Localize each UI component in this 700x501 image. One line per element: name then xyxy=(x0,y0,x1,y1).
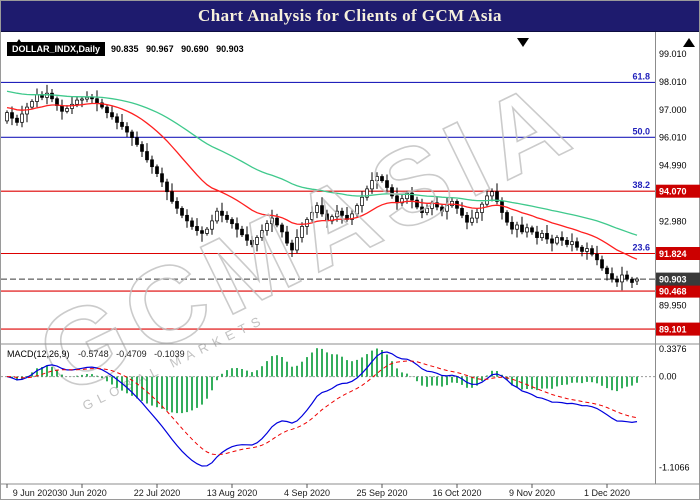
price-badge: 91.824 xyxy=(656,247,700,260)
svg-text:89.950: 89.950 xyxy=(659,301,687,311)
fib-label: 50.0 xyxy=(632,126,650,136)
price-badge: 94.070 xyxy=(656,184,700,198)
ma-fast-red xyxy=(6,102,638,260)
candles-layer xyxy=(5,84,639,291)
svg-text:22 Jul 2020: 22 Jul 2020 xyxy=(134,488,181,498)
svg-text:97.000: 97.000 xyxy=(659,105,687,115)
macd-values: -0.5748 -0.4709 -0.1039 xyxy=(78,349,185,359)
price-badge: 89.101 xyxy=(656,322,700,336)
svg-text:90.903: 90.903 xyxy=(659,275,687,285)
scroll-top-marker[interactable] xyxy=(683,38,695,47)
ma-slow-green xyxy=(6,90,638,236)
svg-text:4 Sep 2020: 4 Sep 2020 xyxy=(284,488,330,498)
svg-text:94.070: 94.070 xyxy=(659,187,687,197)
symbol-name: DOLLAR_INDX,Daily xyxy=(7,42,106,56)
svg-text:9 Jun 2020: 9 Jun 2020 xyxy=(13,488,58,498)
svg-text:-1.1066: -1.1066 xyxy=(659,462,690,472)
macd-indicator-label: MACD(12,26,9) xyxy=(7,349,70,359)
svg-text:89.101: 89.101 xyxy=(659,325,687,335)
svg-text:99.010: 99.010 xyxy=(659,49,687,59)
svg-text:1 Dec 2020: 1 Dec 2020 xyxy=(584,488,630,498)
window-title: Chart Analysis for Clients of GCM Asia xyxy=(198,6,502,25)
title-bar: Chart Analysis for Clients of GCM Asia xyxy=(1,1,699,32)
svg-text:91.824: 91.824 xyxy=(659,249,687,259)
svg-text:90.468: 90.468 xyxy=(659,287,687,297)
macd-histogram xyxy=(11,348,638,414)
svg-text:96.010: 96.010 xyxy=(659,132,687,142)
price-axis: 99.010 98.010 97.000 96.010 94.990 92.980 89.9… xyxy=(659,49,687,311)
level-lines xyxy=(1,81,655,330)
svg-text:98.010: 98.010 xyxy=(659,77,687,87)
fib-label: 38.2 xyxy=(632,180,650,190)
svg-text:0.3376: 0.3376 xyxy=(659,344,687,354)
svg-text:13 Aug 2020: 13 Aug 2020 xyxy=(207,488,258,498)
chart-header: DOLLAR_INDX,Daily 90.835 90.967 90.690 9… xyxy=(7,42,244,56)
price-badge: 90.468 xyxy=(656,284,700,298)
svg-text:9 Nov 2020: 9 Nov 2020 xyxy=(509,488,555,498)
macd-header: MACD(12,26,9) -0.5748 -0.4709 -0.1039 xyxy=(7,349,185,359)
svg-text:0.00: 0.00 xyxy=(659,372,677,382)
macd-axis: 0.3376 0.00 -1.1066 xyxy=(659,344,690,473)
fib-label: 61.8 xyxy=(632,71,650,81)
chart-shift-marker[interactable] xyxy=(517,38,529,47)
svg-text:94.990: 94.990 xyxy=(659,161,687,171)
price-badge: 90.903 xyxy=(656,272,700,286)
svg-text:92.980: 92.980 xyxy=(659,216,687,226)
fib-label: 23.6 xyxy=(632,243,650,253)
ohlc-values: 90.835 90.967 90.690 90.903 xyxy=(111,44,244,54)
svg-text:30 Jun 2020: 30 Jun 2020 xyxy=(57,488,107,498)
macd-line xyxy=(6,351,638,467)
svg-text:16 Oct 2020: 16 Oct 2020 xyxy=(432,488,481,498)
svg-text:25 Sep 2020: 25 Sep 2020 xyxy=(356,488,407,498)
date-axis: 9 Jun 2020 30 Jun 2020 22 Jul 2020 13 Aug 2… xyxy=(6,484,630,498)
macd-signal-line xyxy=(6,360,638,456)
